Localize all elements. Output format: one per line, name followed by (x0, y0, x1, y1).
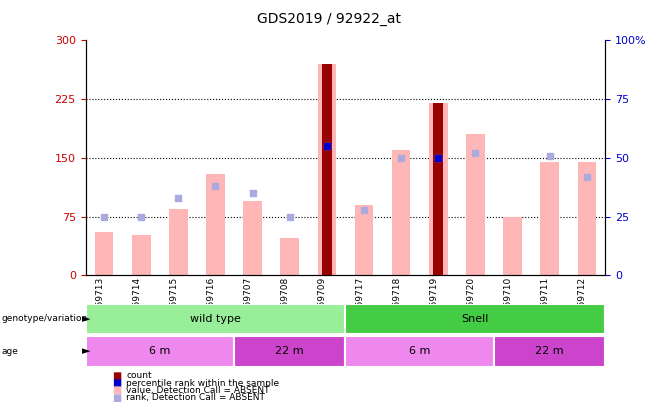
Bar (234, 336, 345, 367)
Text: ►: ► (82, 346, 91, 356)
Bar (86, 304, 345, 334)
Text: Snell: Snell (462, 314, 489, 324)
Text: count: count (126, 371, 152, 380)
Bar (169, 209, 188, 275)
Bar (132, 234, 151, 275)
Text: 6 m: 6 m (149, 346, 170, 356)
Bar (243, 201, 262, 275)
Bar (355, 205, 373, 275)
Text: ■: ■ (112, 393, 121, 403)
Bar (494, 336, 605, 367)
Text: 6 m: 6 m (409, 346, 430, 356)
Point (211, 183, 221, 190)
Bar (86, 336, 234, 367)
Bar (578, 162, 596, 275)
Text: ■: ■ (112, 386, 121, 395)
Point (322, 143, 332, 149)
Bar (345, 336, 494, 367)
Point (433, 155, 443, 161)
Text: rank, Detection Call = ABSENT: rank, Detection Call = ABSENT (126, 393, 265, 402)
Point (396, 155, 407, 161)
Text: ■: ■ (112, 371, 121, 381)
Point (284, 213, 295, 220)
Point (544, 152, 555, 159)
Bar (95, 232, 113, 275)
Bar (392, 150, 411, 275)
Text: ►: ► (82, 314, 91, 324)
Bar (503, 217, 522, 275)
Text: value, Detection Call = ABSENT: value, Detection Call = ABSENT (126, 386, 270, 395)
Point (359, 207, 369, 213)
Bar (345, 304, 605, 334)
Bar (466, 134, 485, 275)
Point (582, 173, 592, 180)
Bar (322, 64, 332, 275)
Bar (280, 238, 299, 275)
Text: genotype/variation: genotype/variation (1, 314, 88, 324)
Point (247, 190, 258, 196)
Text: 22 m: 22 m (276, 346, 304, 356)
Text: ■: ■ (112, 378, 121, 388)
Text: GDS2019 / 92922_at: GDS2019 / 92922_at (257, 12, 401, 26)
Bar (429, 103, 447, 275)
Text: 22 m: 22 m (536, 346, 564, 356)
Point (470, 150, 480, 156)
Point (322, 143, 332, 149)
Bar (206, 174, 225, 275)
Bar (433, 103, 443, 275)
Bar (318, 64, 336, 275)
Point (99, 213, 109, 220)
Text: age: age (1, 347, 18, 356)
Point (173, 195, 184, 201)
Bar (540, 162, 559, 275)
Point (136, 213, 147, 220)
Text: percentile rank within the sample: percentile rank within the sample (126, 379, 280, 388)
Point (433, 155, 443, 161)
Text: wild type: wild type (190, 314, 241, 324)
